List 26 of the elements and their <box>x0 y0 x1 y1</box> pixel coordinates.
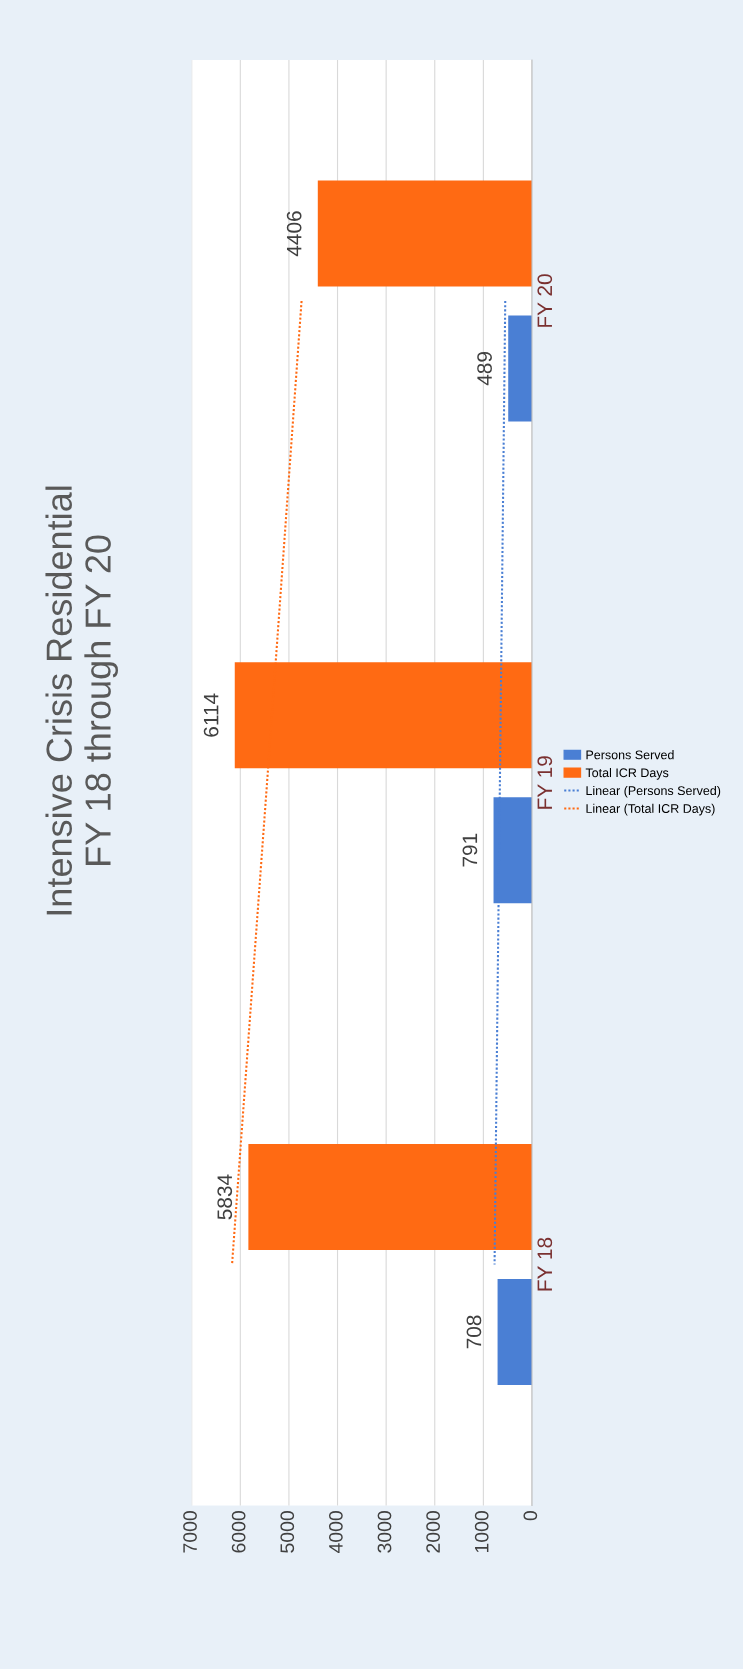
x-tick-label: 7000 <box>183 1511 197 1553</box>
data-label: 5834 <box>217 1174 233 1220</box>
data-label: 708 <box>466 1315 482 1349</box>
data-label: 4406 <box>286 211 302 257</box>
text: Intensive Crisis Residential FY 18 through FY 20 <box>45 486 119 915</box>
bar <box>508 315 532 422</box>
legend-label: Total ICR Days <box>585 767 669 780</box>
x-tick-label: 6000 <box>231 1511 246 1553</box>
legend-label: Persons Served <box>586 750 674 760</box>
x-tick-label: 0 <box>523 1511 538 1521</box>
x-tick-label: 4000 <box>328 1511 343 1554</box>
x-tick-label: 3000 <box>377 1511 392 1553</box>
data-label: 6114 <box>203 693 219 737</box>
bar <box>317 180 532 287</box>
legend-label: Linear (Total ICR Days) <box>586 803 715 816</box>
bar <box>497 1279 532 1385</box>
data-label: 791 <box>462 833 478 867</box>
y-tick-label: FY 18 <box>537 1237 553 1291</box>
x-tick-label: 2000 <box>426 1511 440 1553</box>
y-tick-label: FY 20 <box>537 274 553 327</box>
x-tick-label: 1000 <box>474 1511 489 1553</box>
data-label: 489 <box>477 352 492 386</box>
x-tick-label: 5000 <box>280 1511 295 1553</box>
bar <box>248 1144 532 1251</box>
y-tick-label: FY 19 <box>537 756 553 809</box>
legend-label: Linear (Persons Served) <box>586 785 721 798</box>
